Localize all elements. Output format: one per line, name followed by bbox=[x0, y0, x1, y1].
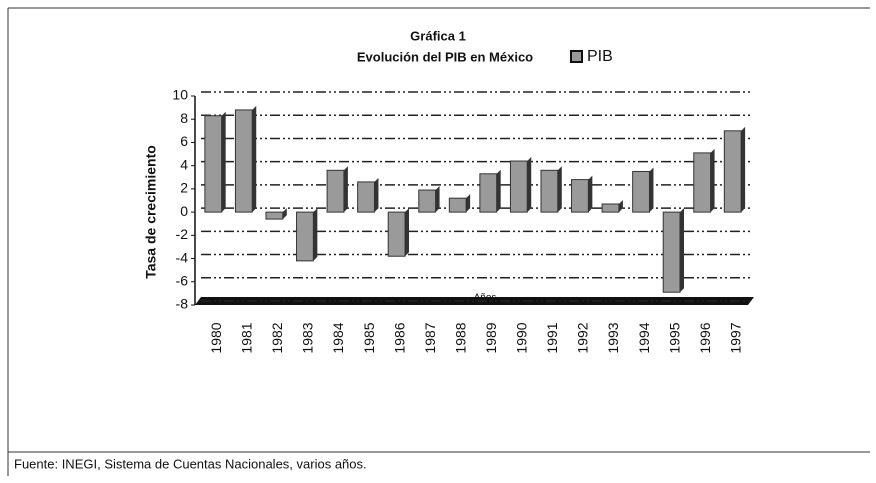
legend-label: PIB bbox=[587, 48, 613, 65]
chart-title: Gráfica 1 bbox=[410, 28, 466, 43]
x-tick-label: 1981 bbox=[239, 322, 255, 353]
y-tick-label: -8 bbox=[176, 296, 189, 312]
x-tick-label: 1988 bbox=[452, 322, 468, 353]
bar-side bbox=[557, 166, 562, 213]
bar bbox=[296, 211, 314, 262]
bar-side bbox=[374, 177, 379, 213]
bar-side bbox=[313, 208, 318, 261]
y-tick-label: 8 bbox=[180, 110, 188, 126]
y-tick-label: -4 bbox=[176, 249, 189, 265]
x-tick-label: 1996 bbox=[697, 322, 713, 353]
bar-side bbox=[618, 199, 623, 213]
bar-side bbox=[588, 175, 593, 213]
bar-side bbox=[680, 208, 685, 293]
y-axis-label: Tasa de crecimiento bbox=[143, 145, 159, 279]
bar bbox=[509, 160, 528, 213]
bar-side bbox=[649, 167, 654, 213]
bar bbox=[234, 109, 253, 213]
bar-side bbox=[496, 169, 501, 213]
chart-subtitle: Evolución del PIB en México bbox=[357, 49, 533, 64]
x-tick-label: 1986 bbox=[391, 322, 407, 353]
bar-side bbox=[343, 166, 348, 213]
x-tick-label: 1985 bbox=[361, 322, 377, 353]
x-tick-label: 1990 bbox=[514, 322, 530, 353]
bar-side bbox=[741, 126, 746, 213]
bar-side bbox=[252, 105, 257, 213]
bar bbox=[448, 197, 467, 213]
bar-side bbox=[405, 208, 410, 257]
bar bbox=[387, 211, 406, 257]
bar bbox=[479, 173, 498, 213]
x-tick-label: 1997 bbox=[727, 322, 743, 353]
bar bbox=[540, 169, 559, 213]
y-tick-label: 6 bbox=[180, 133, 188, 149]
bar bbox=[418, 189, 437, 213]
x-tick-label: 1991 bbox=[544, 322, 560, 353]
y-tick-label: -2 bbox=[176, 226, 189, 242]
x-tick-label: 1995 bbox=[666, 322, 682, 353]
bar bbox=[632, 170, 650, 213]
x-tick-label: 1989 bbox=[483, 322, 499, 353]
y-tick-label: 10 bbox=[172, 87, 188, 103]
bar bbox=[693, 152, 712, 213]
bar-side bbox=[466, 194, 471, 213]
x-tick-label: 1982 bbox=[269, 322, 285, 353]
y-tick-label: 4 bbox=[180, 156, 188, 172]
y-tick-label: 0 bbox=[180, 203, 188, 219]
bar bbox=[662, 211, 681, 293]
bar-side bbox=[435, 186, 440, 213]
bar bbox=[571, 179, 589, 213]
x-tick-label: 1992 bbox=[575, 322, 591, 353]
legend-swatch bbox=[570, 50, 583, 63]
x-tick-label: 1987 bbox=[422, 322, 438, 353]
x-tick-label: 1994 bbox=[636, 322, 652, 353]
y-tick-label: -6 bbox=[176, 272, 189, 288]
bar-side bbox=[710, 148, 715, 213]
bar-side bbox=[221, 111, 226, 213]
x-tick-label: 1983 bbox=[300, 322, 316, 353]
y-tick-label: 2 bbox=[180, 180, 188, 196]
floor bbox=[195, 297, 754, 305]
x-tick-label: 1993 bbox=[605, 322, 621, 353]
bar bbox=[357, 181, 375, 213]
bar-side bbox=[527, 157, 532, 213]
bar bbox=[204, 115, 223, 213]
bar bbox=[601, 203, 620, 213]
bar bbox=[326, 169, 345, 213]
source-note: Fuente: INEGI, Sistema de Cuentas Nacion… bbox=[14, 456, 367, 471]
bar bbox=[723, 130, 742, 213]
x-tick-label: 1980 bbox=[208, 322, 224, 353]
x-tick-label: 1984 bbox=[330, 322, 346, 353]
bar bbox=[265, 211, 284, 220]
bar-side bbox=[282, 208, 287, 220]
